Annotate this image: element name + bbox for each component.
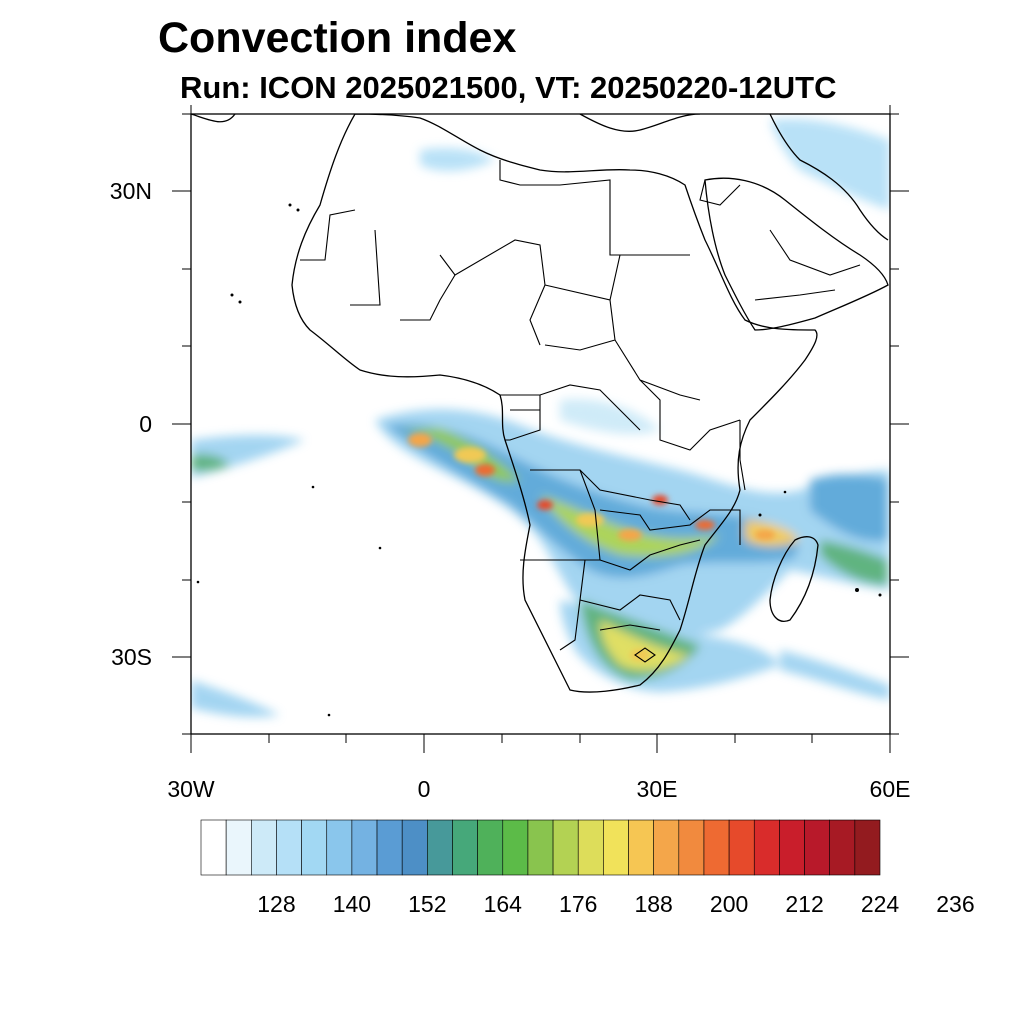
islands — [196, 203, 882, 717]
colorbar-label: 164 — [484, 891, 523, 917]
colorbar-swatch — [552, 819, 579, 876]
colorbar-swatch — [653, 819, 680, 876]
colorbar-swatch — [703, 819, 730, 876]
colorbar-swatch — [854, 819, 881, 876]
colorbar-swatch — [603, 819, 629, 876]
colorbar-swatch — [276, 819, 302, 876]
lon-label-30w: 30W — [167, 776, 215, 802]
colorbar-label: 212 — [785, 891, 823, 917]
colorbar-labels: 128 140 152 164 176 188 200 212 224 236 — [257, 891, 974, 917]
colorbar-swatch — [502, 819, 529, 876]
lon-label-30e: 30E — [637, 776, 678, 802]
colorbar-label: 176 — [559, 891, 597, 917]
colorbar-swatch — [527, 819, 554, 876]
colorbar-swatch — [200, 819, 227, 876]
colorbar-swatch — [452, 819, 478, 876]
convection-peaks — [408, 433, 775, 661]
colorbar-swatch — [225, 819, 252, 876]
colorbar-swatch — [427, 819, 453, 876]
colorbar-label: 224 — [861, 891, 900, 917]
colorbar-label: 128 — [257, 891, 295, 917]
colorbar-swatch — [779, 819, 805, 876]
colorbar-label: 188 — [634, 891, 672, 917]
colorbar-swatch — [477, 819, 504, 876]
country-borders — [300, 160, 861, 663]
lat-label-0: 0 — [139, 411, 152, 437]
tick-marks — [172, 105, 909, 753]
colorbar-swatch — [326, 819, 353, 876]
colorbar-swatch — [728, 819, 755, 876]
colorbar-swatch — [829, 819, 856, 876]
colorbar-swatch — [753, 819, 780, 876]
colorbar-label: 236 — [936, 891, 974, 917]
colorbar-swatch — [351, 819, 378, 876]
colorbar-swatch — [804, 819, 831, 876]
coastlines — [191, 114, 889, 693]
colorbar-swatch — [251, 819, 277, 876]
lat-label-30n: 30N — [110, 178, 152, 204]
colorbar-swatch — [401, 819, 428, 876]
colorbar-label: 200 — [710, 891, 748, 917]
colorbar-swatch — [628, 819, 654, 876]
lon-label-60e: 60E — [870, 776, 911, 802]
lat-label-30s: 30S — [111, 644, 152, 670]
map-title: Convection index — [158, 14, 517, 62]
colorbar-swatch — [577, 819, 604, 876]
map-subtitle: Run: ICON 2025021500, VT: 20250220-12UTC — [180, 70, 837, 105]
lon-label-0: 0 — [418, 776, 431, 802]
colorbar-swatch — [301, 819, 328, 876]
colorbar — [200, 819, 881, 876]
colorbar-swatch — [376, 819, 403, 876]
colorbar-label: 140 — [333, 891, 371, 917]
colorbar-label: 152 — [408, 891, 446, 917]
colorbar-swatch — [678, 819, 705, 876]
